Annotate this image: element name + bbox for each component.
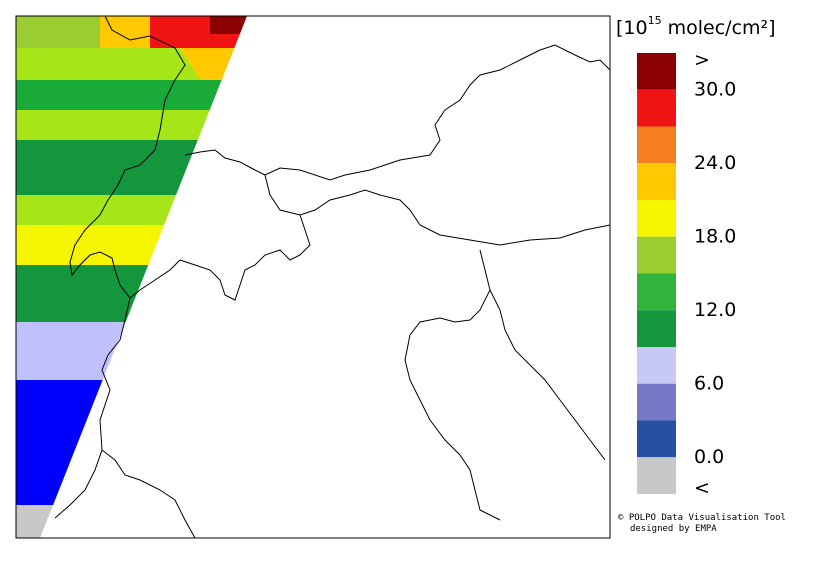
satellite-swath	[16, 16, 247, 538]
map-borders	[54, 15, 611, 539]
colorbar-title: [1015 molec/cm²]	[616, 14, 776, 39]
colorbar-label: <	[694, 477, 710, 499]
title-rest: molec/cm²]	[662, 17, 776, 39]
colorbar-label: 6.0	[694, 372, 724, 394]
colorbar-label: 12.0	[694, 299, 736, 321]
colorbar-cell	[637, 200, 676, 237]
colorbar-label: 0.0	[694, 446, 724, 468]
colorbar-label: 24.0	[694, 152, 736, 174]
credits: © POLPO Data Visualisation Tooldesigned …	[618, 513, 786, 534]
colorbar-cell	[637, 236, 676, 274]
colorbar-cell	[637, 347, 676, 384]
credit-line: designed by EMPA	[630, 524, 717, 534]
map-frame	[15, 15, 611, 539]
colorbar-cell	[637, 89, 676, 127]
colorbar-cell	[637, 457, 676, 494]
title-base: [10	[616, 17, 648, 39]
colorbar: >30.0 24.0 18.0 12.0 6.0 0.0 <	[637, 49, 736, 499]
colorbar-cell	[637, 310, 676, 347]
title-sup: 15	[648, 14, 662, 27]
colorbar-cell	[637, 273, 676, 311]
credit-line: © POLPO Data Visualisation Tool	[618, 513, 786, 523]
colorbar-cell	[637, 383, 676, 421]
colorbar-label: 18.0	[694, 225, 736, 247]
colorbar-cell	[637, 420, 676, 458]
colorbar-cell	[637, 53, 676, 90]
colorbar-cell	[637, 126, 676, 164]
colorbar-label: >	[694, 49, 710, 71]
colorbar-cell	[637, 163, 676, 200]
colorbar-label: 30.0	[694, 78, 736, 100]
